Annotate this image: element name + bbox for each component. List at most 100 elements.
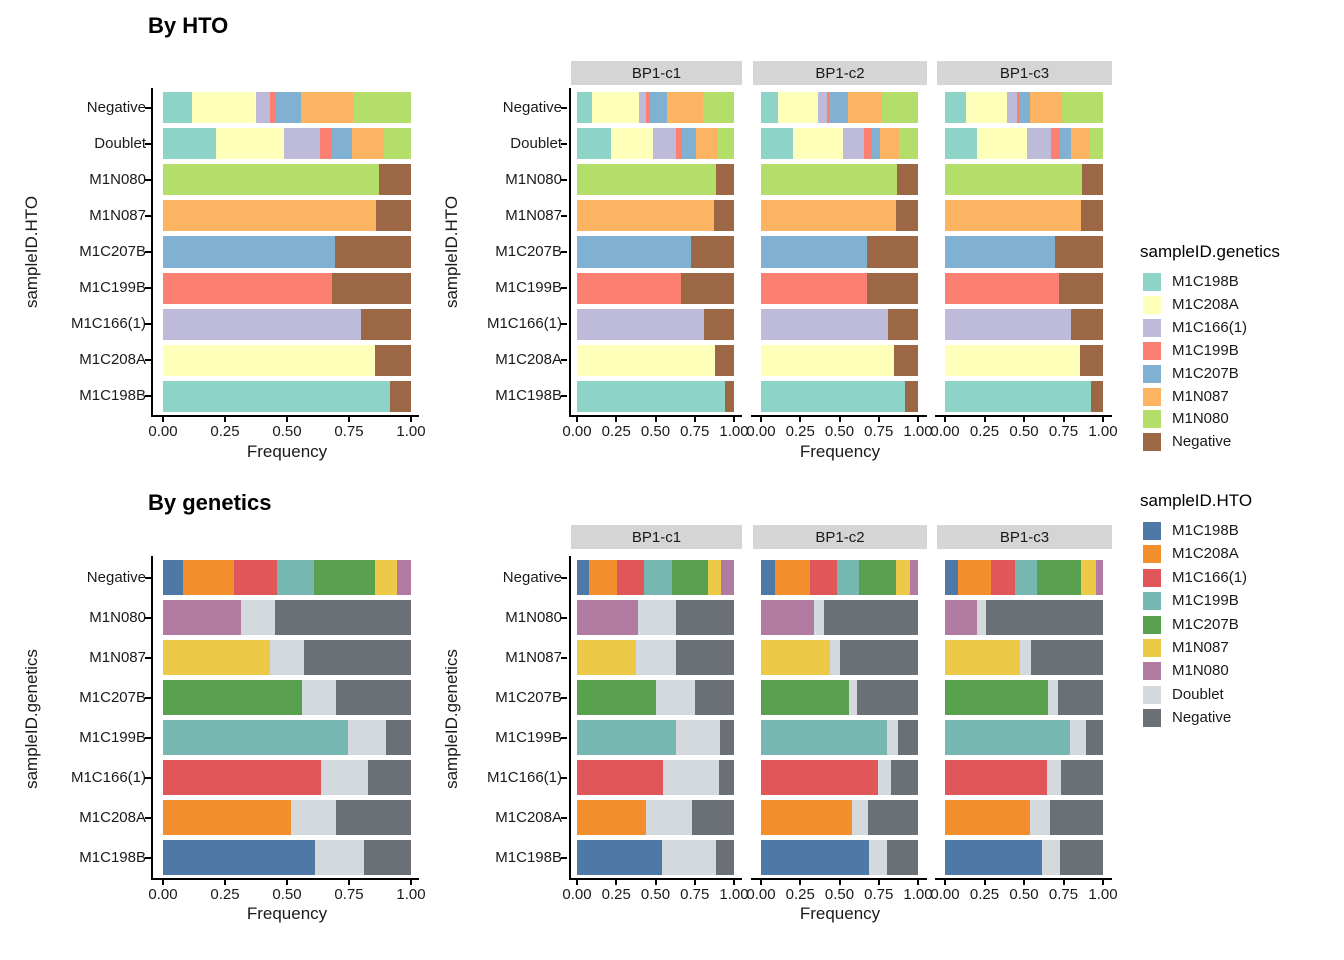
x-tick-label: 1.00 bbox=[719, 886, 749, 903]
bar-segment-M1C198B bbox=[945, 840, 1043, 875]
x-tick-mark bbox=[1023, 880, 1025, 885]
bar-segment-M1C198B bbox=[577, 560, 589, 595]
bar-segment-Negative bbox=[718, 760, 734, 795]
facet-strip-BP1-c3: BP1-c3 bbox=[937, 61, 1112, 85]
bar-segment-Negative bbox=[725, 380, 734, 412]
x-tick-label: 0.00 bbox=[148, 423, 178, 440]
bar-segment-M1N080 bbox=[945, 164, 1083, 196]
x-tick-mark bbox=[799, 880, 802, 885]
y-tick-label: M1C166(1) bbox=[486, 768, 562, 786]
legend-label: M1C207B bbox=[1172, 615, 1239, 633]
bar-segment-M1N087 bbox=[880, 128, 900, 160]
x-tick-label: 0.00 bbox=[746, 886, 776, 903]
bar-segment-M1N087 bbox=[163, 640, 270, 675]
bar-segment-M1C207B bbox=[163, 680, 303, 715]
bar-segment-M1C208A bbox=[777, 92, 818, 124]
bar-segment-Doublet bbox=[1029, 800, 1050, 835]
bar-segment-Doublet bbox=[638, 600, 677, 635]
facet-strip-BP1-c2: BP1-c2 bbox=[753, 61, 927, 85]
x-tick-label: 0.00 bbox=[562, 886, 592, 903]
x-tick-label: 0.50 bbox=[1009, 886, 1039, 903]
x-tick-label: 0.50 bbox=[640, 886, 671, 903]
bar-segment-M1C208A bbox=[958, 560, 991, 595]
legend-label: M1C207B bbox=[1172, 364, 1239, 382]
bar-segment-M1N080 bbox=[721, 560, 734, 595]
bar-segment-M1C166(1) bbox=[1006, 92, 1018, 124]
bar-segment-M1C207B bbox=[331, 128, 352, 160]
y-tick-label: M1C207B bbox=[79, 243, 146, 260]
bar-segment-M1C207B bbox=[859, 560, 897, 595]
y-tick-mark bbox=[561, 395, 567, 398]
legend-swatch-Negative bbox=[1143, 433, 1161, 452]
y-tick-mark bbox=[145, 576, 151, 579]
bar-segment-Doublet bbox=[656, 680, 695, 715]
x-tick-mark bbox=[1062, 880, 1065, 885]
legend-label: M1N080 bbox=[1172, 410, 1229, 428]
legend-swatch-M1C198B bbox=[1143, 273, 1161, 291]
x-tick-label: 0.00 bbox=[148, 886, 178, 903]
bar-segment-Doublet bbox=[1019, 640, 1032, 675]
facet-strip-BP1-c2: BP1-c2 bbox=[753, 525, 927, 549]
x-tick-mark bbox=[733, 417, 735, 422]
y-axis-line bbox=[569, 88, 571, 417]
bar-segment-M1C199B bbox=[276, 560, 315, 595]
x-tick-mark bbox=[760, 880, 762, 885]
y-tick-mark bbox=[561, 816, 567, 819]
bar-segment-Negative bbox=[336, 800, 411, 835]
legend-swatch-M1C207B bbox=[1143, 615, 1161, 634]
x-axis-line bbox=[151, 415, 419, 417]
y-tick-mark bbox=[145, 106, 151, 109]
bar-segment-M1C199B bbox=[1017, 92, 1020, 124]
bar-segment-Negative bbox=[680, 272, 734, 304]
y-tick-mark bbox=[561, 214, 567, 217]
bar-segment-Negative bbox=[1049, 800, 1103, 835]
y-tick-label: M1N087 bbox=[89, 206, 146, 224]
x-tick-mark bbox=[1102, 880, 1104, 885]
bar-segment-M1N087 bbox=[761, 640, 831, 675]
x-axis-line bbox=[935, 878, 1112, 880]
x-tick-label: 0.25 bbox=[785, 886, 815, 903]
x-tick-label: 1.00 bbox=[903, 886, 933, 903]
legend-label: M1C199B bbox=[1172, 341, 1239, 359]
bar-segment-M1N087 bbox=[301, 92, 353, 124]
bar-segment-M1N080 bbox=[163, 600, 241, 635]
x-tick-mark bbox=[224, 417, 226, 422]
x-tick-label: 0.00 bbox=[930, 886, 960, 903]
x-axis-title-top-facets: Frequency bbox=[799, 442, 881, 461]
bar-segment-M1C207B bbox=[649, 92, 668, 124]
x-tick-mark bbox=[348, 880, 350, 885]
legend-swatch-M1N080 bbox=[1143, 410, 1161, 429]
legend-label: M1C208A bbox=[1172, 295, 1239, 313]
legend-label: M1C166(1) bbox=[1172, 318, 1248, 336]
x-tick-mark bbox=[1102, 417, 1104, 422]
x-axis-line bbox=[151, 878, 419, 880]
y-tick-mark bbox=[145, 359, 151, 362]
bar-segment-M1C166(1) bbox=[652, 128, 676, 160]
bar-segment-M1C166(1) bbox=[945, 308, 1072, 340]
x-tick-mark bbox=[733, 880, 735, 885]
bar-segment-M1C198B bbox=[577, 92, 593, 124]
bar-segment-Negative bbox=[1080, 344, 1103, 376]
bar-segment-Doublet bbox=[813, 600, 825, 635]
bar-segment-M1N080 bbox=[761, 164, 898, 196]
bar-segment-M1C207B bbox=[945, 236, 1055, 268]
x-tick-label: 0.25 bbox=[601, 886, 631, 903]
bar-segment-M1C207B bbox=[1036, 560, 1081, 595]
x-tick-mark bbox=[799, 417, 802, 422]
bar-segment-M1N087 bbox=[696, 128, 718, 160]
bar-segment-M1N087 bbox=[896, 560, 910, 595]
y-tick-label: Doublet bbox=[94, 134, 146, 152]
bar-segment-M1N087 bbox=[945, 640, 1020, 675]
bar-segment-M1N087 bbox=[351, 128, 384, 160]
bar-segment-M1C207B bbox=[872, 128, 881, 160]
x-tick-label: 0.50 bbox=[824, 423, 855, 440]
y-tick-label: Negative bbox=[502, 568, 562, 586]
bar-segment-Negative bbox=[905, 380, 918, 412]
y-tick-label: M1C198B bbox=[79, 387, 146, 405]
bar-segment-Doublet bbox=[269, 640, 305, 675]
bar-segment-M1C199B bbox=[945, 720, 1071, 755]
bar-segment-Negative bbox=[868, 800, 918, 835]
bar-segment-M1C199B bbox=[163, 720, 348, 755]
y-tick-label: Doublet bbox=[510, 134, 562, 152]
legend-label: M1C198B bbox=[1172, 273, 1239, 290]
